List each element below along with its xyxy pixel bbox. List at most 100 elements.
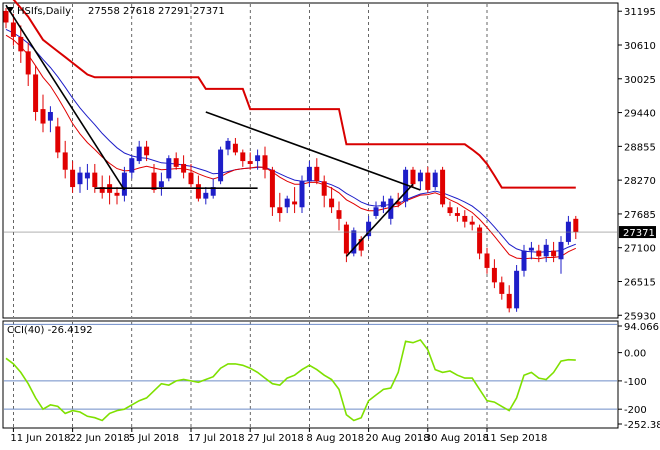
candle-body	[558, 241, 564, 260]
candle-body	[417, 172, 423, 182]
cci-series-line	[5, 338, 576, 422]
candle-body	[151, 172, 157, 190]
candle-body	[358, 239, 364, 251]
stop-series-line	[12, 0, 576, 189]
candle-body	[247, 161, 253, 164]
candle	[306, 161, 312, 188]
time-tick-label: 8 Aug 2018	[306, 433, 364, 444]
candle-body	[262, 155, 268, 170]
candle-body	[440, 169, 446, 205]
candle-body	[454, 213, 460, 216]
candle	[417, 169, 423, 190]
candle	[447, 201, 453, 216]
candle-body	[284, 198, 290, 208]
candle-body	[62, 152, 68, 170]
candle	[84, 163, 90, 190]
candle	[218, 146, 224, 185]
candle	[173, 152, 179, 170]
candle-body	[99, 187, 105, 193]
candle	[62, 140, 68, 179]
candle-body	[329, 198, 335, 208]
candle-body	[506, 293, 512, 309]
candle-body	[491, 267, 497, 283]
time-tick-label: 20 Aug 2018	[366, 433, 430, 444]
candle-body	[92, 172, 98, 188]
candle	[262, 146, 268, 179]
candle-body	[484, 253, 490, 268]
candle	[33, 65, 39, 121]
candle	[551, 241, 557, 263]
candle	[166, 155, 172, 182]
candle-body	[292, 201, 298, 205]
candle-body	[203, 192, 209, 199]
candle	[144, 140, 150, 162]
ohlc-readout: 27558 27618 27291 27371	[88, 6, 225, 17]
price-tick-label: 27100	[624, 244, 656, 255]
candle	[129, 155, 135, 179]
candle-body	[225, 140, 231, 150]
cci-panel-frame	[2, 320, 619, 429]
candle	[47, 106, 53, 133]
candle	[410, 166, 416, 188]
candle-body	[33, 74, 39, 112]
candle-body	[18, 36, 24, 52]
candle-body	[410, 169, 416, 185]
candle	[314, 158, 320, 185]
candle	[269, 166, 275, 216]
candle-body	[321, 181, 327, 196]
candle-body	[543, 244, 549, 257]
price-tick-label: 26515	[624, 277, 656, 288]
candle	[373, 201, 379, 219]
cci-tick-label: -252.381	[624, 420, 660, 431]
candle-body	[255, 155, 261, 162]
time-tick-label: 17 Jul 2018	[188, 433, 245, 444]
candle-body	[70, 169, 76, 188]
candle	[25, 42, 31, 87]
candle-body	[47, 111, 53, 121]
candle-body	[306, 166, 312, 182]
candle	[121, 166, 127, 202]
candle-body	[477, 227, 483, 254]
candle	[99, 175, 105, 199]
candle-body	[144, 146, 150, 156]
candle-body	[499, 282, 505, 294]
candle	[225, 137, 231, 156]
candle-body	[136, 146, 142, 162]
price-panel-frame	[2, 2, 619, 319]
candle-body	[232, 143, 238, 153]
candle-body	[269, 169, 275, 208]
time-tick-label: 5 Jul 2018	[129, 433, 179, 444]
time-tick-label: 27 Jul 2018	[247, 433, 304, 444]
candle-body	[343, 224, 349, 254]
candle	[469, 215, 475, 231]
triangle-down-icon	[6, 7, 14, 13]
candle	[528, 241, 534, 260]
candle	[403, 166, 409, 208]
candle	[536, 244, 542, 263]
time-axis: 11 Jun 2018 22 Jun 2018 5 Jul 2018 17 Jul 2…	[10, 428, 547, 444]
candle	[521, 244, 527, 277]
candle	[299, 175, 305, 214]
candle	[506, 285, 512, 313]
candle-body	[218, 149, 224, 182]
time-tick-label: 11 Sep 2018	[484, 433, 547, 444]
ma-fast-line	[5, 34, 577, 260]
candle	[462, 210, 468, 228]
candle	[284, 195, 290, 214]
cci-tick-label: -100	[624, 377, 647, 388]
current-price-label: 27371	[623, 228, 655, 239]
candle	[203, 187, 209, 205]
candle-body	[3, 10, 9, 23]
candle	[55, 117, 61, 159]
candle	[440, 166, 446, 208]
candle-body	[425, 172, 431, 190]
candle	[18, 25, 24, 63]
candle-body	[366, 221, 372, 237]
trendlines	[5, 4, 421, 257]
time-tick-label: 30 Aug 2018	[425, 433, 489, 444]
candle	[329, 187, 335, 214]
candle-body	[158, 181, 164, 188]
candle	[573, 215, 579, 240]
candle-body	[84, 172, 90, 179]
